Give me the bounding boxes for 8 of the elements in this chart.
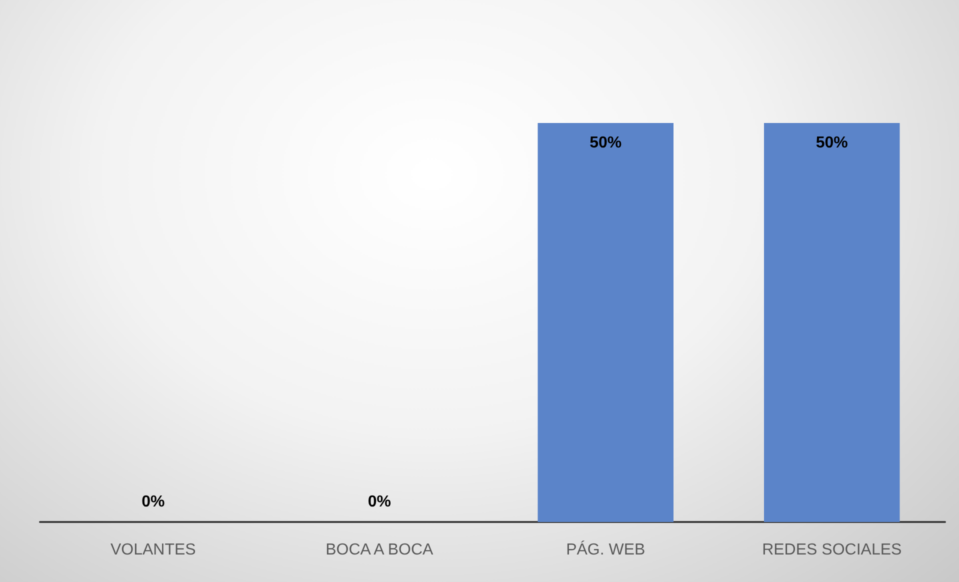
x-tick-label: VOLANTES — [110, 542, 196, 558]
data-label: 0% — [368, 494, 391, 510]
data-label: 0% — [142, 494, 165, 510]
x-tick-label: REDES SOCIALES — [762, 542, 902, 558]
data-label: 50% — [590, 134, 622, 152]
data-label: 50% — [816, 134, 848, 152]
x-tick-label: BOCA A BOCA — [326, 542, 434, 558]
x-tick-label: PÁG. WEB — [566, 540, 646, 558]
